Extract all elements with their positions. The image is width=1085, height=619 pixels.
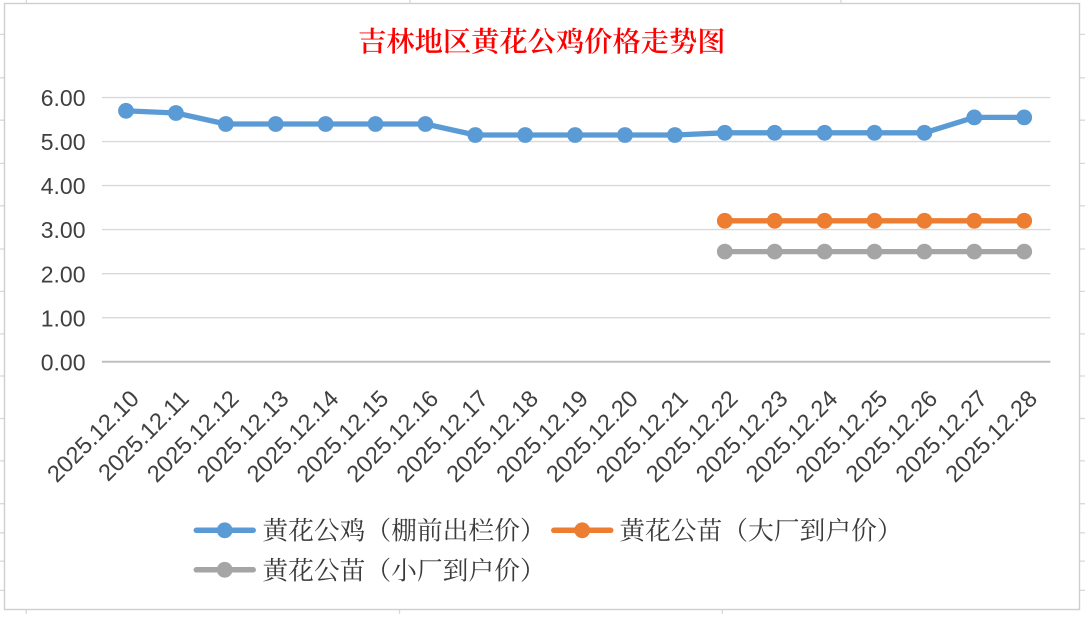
svg-text:4.00: 4.00 [41,173,86,199]
svg-text:0.00: 0.00 [41,349,86,375]
svg-text:3.00: 3.00 [41,217,86,243]
svg-text:1.00: 1.00 [41,305,86,331]
svg-text:6.00: 6.00 [41,85,86,111]
svg-text:5.00: 5.00 [41,129,86,155]
svg-text:2.00: 2.00 [41,261,86,287]
